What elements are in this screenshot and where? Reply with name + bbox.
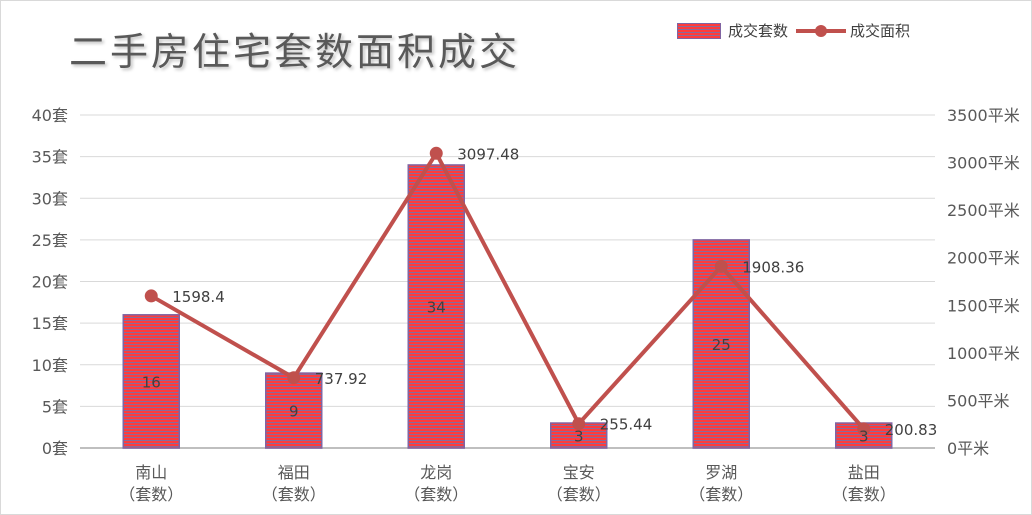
bar <box>265 372 323 449</box>
bar-value-label: 34 <box>427 298 446 316</box>
y-left-tick-label: 20套 <box>32 273 68 292</box>
point-value-label: 200.83 <box>885 421 938 439</box>
y-left-tick-label: 0套 <box>42 439 68 458</box>
point-value-label: 1908.36 <box>742 258 804 276</box>
data-labels: 16 9 34 3 25 3 1598.4 737.92 3097.48 255.44 1908.3… <box>142 145 938 445</box>
x-tick-label: 南山（套数） <box>119 463 183 504</box>
legend-item-line: 成交面积 <box>796 20 910 41</box>
bar-value-label: 25 <box>712 336 731 354</box>
x-tick-label: 盐田（套数） <box>832 463 896 504</box>
bar-value-label: 9 <box>289 403 299 421</box>
bar-value-label: 3 <box>859 428 869 446</box>
line-point <box>857 422 871 436</box>
chart-legend: 成交套数 成交面积 <box>677 20 918 41</box>
bar-series <box>122 164 893 449</box>
line-series <box>144 146 871 436</box>
y-left-tick-label: 30套 <box>32 189 68 208</box>
y-right-tick-label: 1500平米 <box>947 296 1020 315</box>
bar-value-label: 16 <box>142 373 161 391</box>
x-tick-label: 宝安（套数） <box>547 463 611 504</box>
y-right-tick-label: 3500平米 <box>947 106 1020 125</box>
legend-item-bar: 成交套数 <box>677 20 788 41</box>
y-left-tick-label: 40套 <box>32 106 68 125</box>
y-right-tick-label: 2500平米 <box>947 201 1020 220</box>
y-right-tick-label: 2000平米 <box>947 249 1020 268</box>
point-value-label: 3097.48 <box>457 145 519 163</box>
x-tick-label: 龙岗（套数） <box>404 463 468 504</box>
x-tick-label: 罗湖（套数） <box>689 463 753 504</box>
y-left-tick-label: 25套 <box>32 231 68 250</box>
area-line <box>150 151 866 431</box>
axes: 0套 5套 10套 15套 20套 25套 30套 35套 40套 0平米 500平米 1000平米 1… <box>32 106 1020 504</box>
legend-line-swatch <box>796 24 847 38</box>
point-value-label: 737.92 <box>315 370 368 388</box>
bar <box>692 239 750 449</box>
point-value-label: 255.44 <box>600 416 653 434</box>
bar-value-label: 3 <box>574 428 584 446</box>
line-point <box>287 371 301 385</box>
y-left-tick-label: 15套 <box>32 314 68 333</box>
line-point <box>429 146 443 160</box>
bar <box>122 314 180 449</box>
y-right-tick-label: 3000平米 <box>947 154 1020 173</box>
chart-title: 二手房住宅套数面积成交 <box>69 30 521 74</box>
line-point <box>714 259 728 273</box>
bar <box>407 164 465 449</box>
line-point <box>572 417 586 431</box>
y-left-tick-label: 5套 <box>42 397 68 416</box>
legend-bar-label: 成交套数 <box>728 22 789 40</box>
y-left-tick-label: 35套 <box>32 148 68 167</box>
legend-line-label: 成交面积 <box>850 22 911 40</box>
legend-bar-swatch <box>677 22 721 39</box>
line-point <box>144 289 158 303</box>
y-right-tick-label: 0平米 <box>947 439 989 458</box>
point-value-label: 1598.4 <box>172 288 225 306</box>
y-right-tick-label: 500平米 <box>947 391 1010 410</box>
y-right-tick-label: 1000平米 <box>947 344 1020 363</box>
y-left-tick-label: 10套 <box>32 356 68 375</box>
gridlines <box>80 114 935 449</box>
x-tick-label: 福田（套数） <box>262 463 326 504</box>
